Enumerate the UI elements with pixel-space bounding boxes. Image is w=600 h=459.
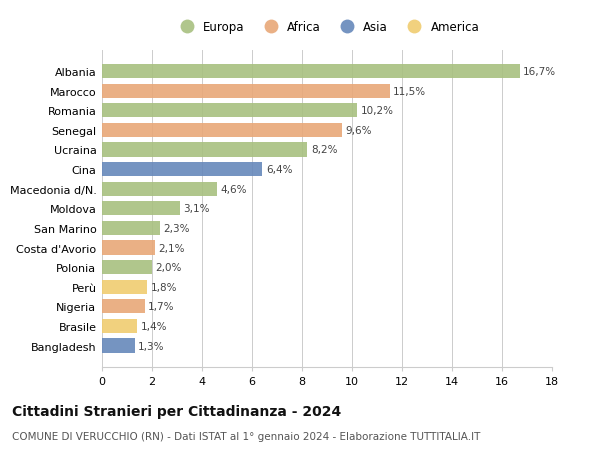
Bar [102,123,342,138]
Text: 9,6%: 9,6% [346,126,372,135]
Text: 6,4%: 6,4% [266,165,292,175]
Bar [102,104,357,118]
Bar [102,260,152,274]
Text: 16,7%: 16,7% [523,67,556,77]
Text: 1,8%: 1,8% [151,282,177,292]
Text: 11,5%: 11,5% [393,86,427,96]
Text: 2,0%: 2,0% [156,263,182,273]
Bar [102,241,155,255]
Bar [102,280,147,294]
Text: 1,7%: 1,7% [148,302,175,312]
Bar [102,84,389,99]
Text: 1,3%: 1,3% [138,341,165,351]
Bar [102,339,134,353]
Bar [102,143,307,157]
Legend: Europa, Africa, Asia, America: Europa, Africa, Asia, America [172,18,482,36]
Text: 4,6%: 4,6% [221,185,247,194]
Text: COMUNE DI VERUCCHIO (RN) - Dati ISTAT al 1° gennaio 2024 - Elaborazione TUTTITAL: COMUNE DI VERUCCHIO (RN) - Dati ISTAT al… [12,431,481,442]
Text: 8,2%: 8,2% [311,145,337,155]
Bar [102,319,137,333]
Text: 3,1%: 3,1% [183,204,210,214]
Bar [102,202,179,216]
Text: 2,3%: 2,3% [163,224,190,233]
Text: 2,1%: 2,1% [158,243,185,253]
Bar [102,221,160,235]
Text: 1,4%: 1,4% [141,321,167,331]
Bar [102,65,520,79]
Text: 10,2%: 10,2% [361,106,394,116]
Bar [102,162,262,177]
Text: Cittadini Stranieri per Cittadinanza - 2024: Cittadini Stranieri per Cittadinanza - 2… [12,404,341,418]
Bar [102,182,217,196]
Bar [102,300,145,313]
